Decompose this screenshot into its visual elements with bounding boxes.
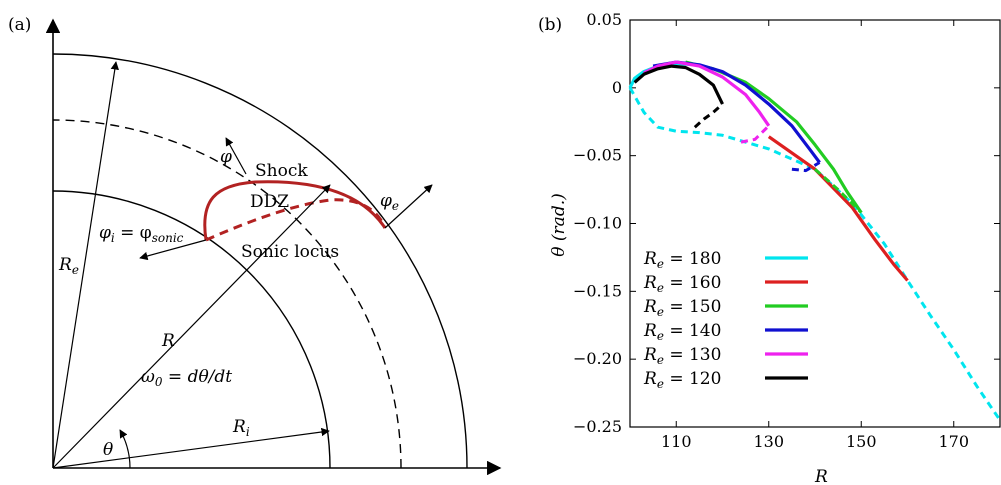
inner-circle-arc [52, 190, 331, 469]
x-tick-label: 150 [846, 432, 877, 451]
R-label: R [161, 331, 175, 351]
y-axis-label: θ (rad.) [549, 193, 569, 256]
Re-label: Re [58, 255, 79, 277]
x-tick-label: 130 [753, 432, 784, 451]
legend-label-5: Re = 120 [643, 369, 721, 391]
legend-label-2: Re = 150 [643, 297, 721, 319]
plot-frame [629, 19, 1001, 428]
theta-label: θ [103, 440, 113, 460]
panel-b-label: (b) [538, 15, 562, 35]
y-tick-label: −0.05 [573, 146, 622, 165]
y-tick-label: 0.05 [586, 10, 622, 29]
series-0-sonic-line [628, 87, 1001, 422]
phi-i-normal-arrow [139, 239, 207, 261]
panel-a-label: (a) [8, 15, 31, 35]
shock-label: Shock [255, 161, 308, 181]
y-tick-label: 0 [612, 78, 622, 97]
radius-R-arrow [52, 184, 331, 469]
series-4-sonic-line [740, 124, 770, 144]
legend-label-4: Re = 130 [643, 345, 721, 367]
tick-group: 110 130 150 170 0.05 0 −0.05 −0.10 −0.15 −0.20 −0.… [573, 10, 1000, 451]
y-tick-label: −0.20 [573, 349, 622, 368]
series-3-sonic-line [791, 161, 821, 173]
series-2-sonic-line [814, 168, 863, 214]
y-tick-label: −0.10 [573, 214, 622, 233]
y-tick-label: −0.25 [573, 417, 622, 436]
x-tick-label: 170 [938, 432, 969, 451]
sonic-locus-curve [205, 198, 387, 242]
sonic-locus-label: Sonic locus [241, 242, 339, 262]
series-4-shock-line [643, 60, 771, 127]
series-5-sonic-line [693, 102, 724, 129]
x-axis-label: R [814, 467, 828, 485]
omega-label: ω0 = dθ/dt [141, 367, 232, 389]
panel-a: (a) Shock DDZ Sonic locus φ φe φi = φson… [8, 15, 502, 476]
y-tick-label: −0.15 [573, 281, 622, 300]
phi-label: φ [220, 147, 232, 167]
legend-label-3: Re = 140 [643, 321, 721, 343]
legend-label-0: Re = 180 [643, 249, 721, 271]
dashed-sonic-circle [52, 119, 402, 469]
radius-Re-arrow [52, 61, 119, 469]
series-1-shock-line [767, 135, 909, 282]
x-tick-label: 110 [661, 432, 692, 451]
phi-i-label: φi = φsonic [99, 223, 184, 245]
phi-normal-arrow [225, 137, 247, 175]
curves-group [628, 60, 1001, 422]
theta-arc-arrow [119, 429, 131, 469]
phi-e-normal-arrow [384, 184, 433, 229]
legend-label-1: Re = 160 [643, 273, 721, 295]
Ri-label: Ri [232, 417, 250, 439]
shock-curve [203, 180, 387, 241]
series-5-shock-line [633, 64, 724, 105]
radius-Ri-arrow [52, 427, 330, 469]
outer-circle-arc [52, 53, 468, 469]
ddz-label: DDZ [250, 192, 289, 212]
panel-b: (b) 110 130 150 170 0.05 0 −0.05 −0.10 −0.15 −0.2… [538, 10, 1001, 485]
y-axis-label-text: θ (rad.) [549, 193, 569, 256]
phi-e-label: φe [380, 191, 399, 213]
